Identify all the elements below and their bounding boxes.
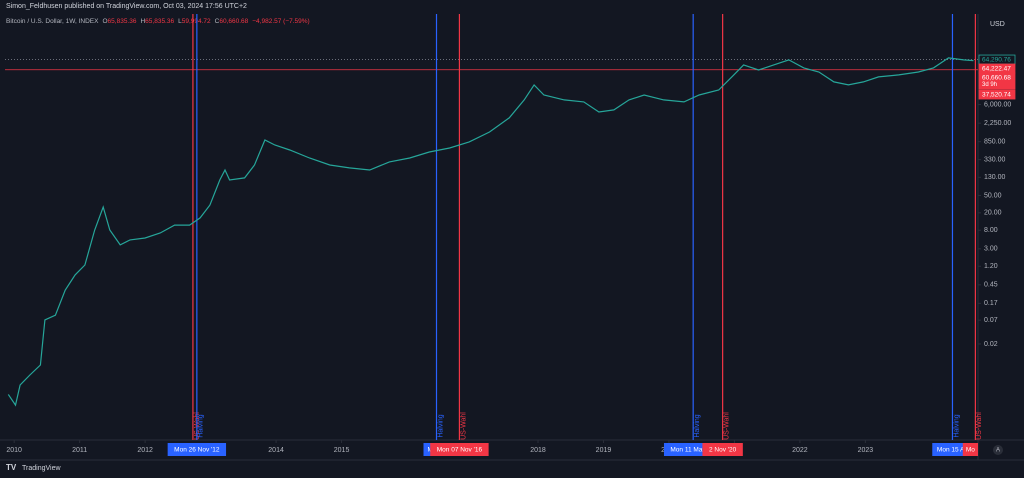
y-tick-label: 0.17 bbox=[984, 300, 998, 307]
x-tick-label: 2010 bbox=[6, 447, 22, 454]
x-tick-label: 2014 bbox=[268, 447, 284, 454]
y-tick-label: 330.00 bbox=[984, 156, 1006, 163]
price-label: 64,222.47 bbox=[982, 65, 1011, 72]
y-tick-label: 20.00 bbox=[984, 210, 1002, 217]
y-tick-label: 8.00 bbox=[984, 227, 998, 234]
ohlc-key: O bbox=[102, 18, 107, 25]
event-date-box bbox=[962, 443, 978, 456]
event-label: US-Wahl bbox=[460, 412, 467, 440]
event-label: US-Wahl bbox=[723, 412, 730, 440]
price-label: 37,520.74 bbox=[982, 91, 1011, 98]
x-tick-label: 2012 bbox=[137, 447, 153, 454]
ohlc-key: L bbox=[178, 18, 182, 25]
price-label-box bbox=[978, 89, 1016, 100]
auto-button-bg[interactable] bbox=[993, 445, 1003, 455]
price-label: 60,660.68 bbox=[982, 74, 1011, 81]
event-date-label: Mon 07 Nov '16 bbox=[437, 447, 483, 454]
ohlc-value: 65,835.36 bbox=[145, 18, 174, 25]
price-label-note: 3d 9h bbox=[982, 82, 997, 88]
auto-button[interactable]: A bbox=[996, 448, 1000, 454]
price-line-series bbox=[7, 57, 974, 407]
x-tick-label: 2023 bbox=[858, 447, 874, 454]
event-date-label: Mon 11 May '20 bbox=[670, 447, 716, 454]
y-tick-label: 0.07 bbox=[984, 317, 998, 324]
brand-logo: TV bbox=[6, 463, 17, 472]
event-label: Halving bbox=[953, 414, 960, 437]
event-date-box bbox=[702, 443, 743, 456]
brand: TradingView bbox=[22, 465, 61, 472]
ohlc-key: C bbox=[215, 18, 220, 25]
ohlc-key: H bbox=[140, 18, 145, 25]
ohlc-value: 60,660.68 bbox=[219, 18, 248, 25]
y-tick-label: 3.00 bbox=[984, 246, 998, 253]
x-tick-label: 2018 bbox=[530, 447, 546, 454]
y-tick-label: 0.02 bbox=[984, 341, 998, 348]
ohlc-value: 65,835.36 bbox=[108, 18, 137, 25]
event-date-label: Mon 26 Nov '12 bbox=[174, 447, 220, 454]
event-date-box bbox=[167, 443, 227, 456]
event-label: Halving bbox=[437, 414, 444, 437]
price-label: 64,290.76 bbox=[982, 56, 1011, 63]
currency: USD bbox=[990, 21, 1005, 28]
y-tick-label: 6,000.00 bbox=[984, 101, 1011, 108]
event-label: Halving bbox=[198, 414, 205, 437]
x-tick-label: 2011 bbox=[72, 447, 87, 454]
y-tick-label: 50.00 bbox=[984, 192, 1002, 199]
x-tick-label: 2022 bbox=[792, 447, 808, 454]
event-date-label: Mon 15 Ap bbox=[937, 447, 968, 454]
event-date-label: 2 Nov '20 bbox=[709, 447, 737, 454]
y-tick-label: 1.20 bbox=[984, 263, 998, 270]
legend: Bitcoin / U.S. Dollar, 1W, INDEX O65,835.… bbox=[6, 18, 310, 25]
event-date-box bbox=[430, 443, 489, 456]
event-date-label: Mo bbox=[966, 447, 975, 454]
event-label: US-Wahl bbox=[976, 412, 983, 440]
publish-header: Simon_Feldhusen published on TradingView… bbox=[6, 3, 247, 10]
y-tick-label: 2,250.00 bbox=[984, 120, 1011, 127]
symbol: Bitcoin / U.S. Dollar, 1W, INDEX bbox=[6, 18, 99, 25]
x-tick-label: 2015 bbox=[334, 447, 350, 454]
y-tick-label: 130.00 bbox=[984, 174, 1006, 181]
x-tick-label: 2019 bbox=[596, 447, 612, 454]
y-tick-label: 0.45 bbox=[984, 282, 998, 289]
change: −4,982.57 (−7.59%) bbox=[252, 18, 309, 25]
event-date-box bbox=[932, 443, 973, 456]
y-tick-label: 850.00 bbox=[984, 139, 1006, 146]
price-label-box bbox=[978, 72, 1016, 90]
event-label: Halving bbox=[694, 414, 701, 437]
